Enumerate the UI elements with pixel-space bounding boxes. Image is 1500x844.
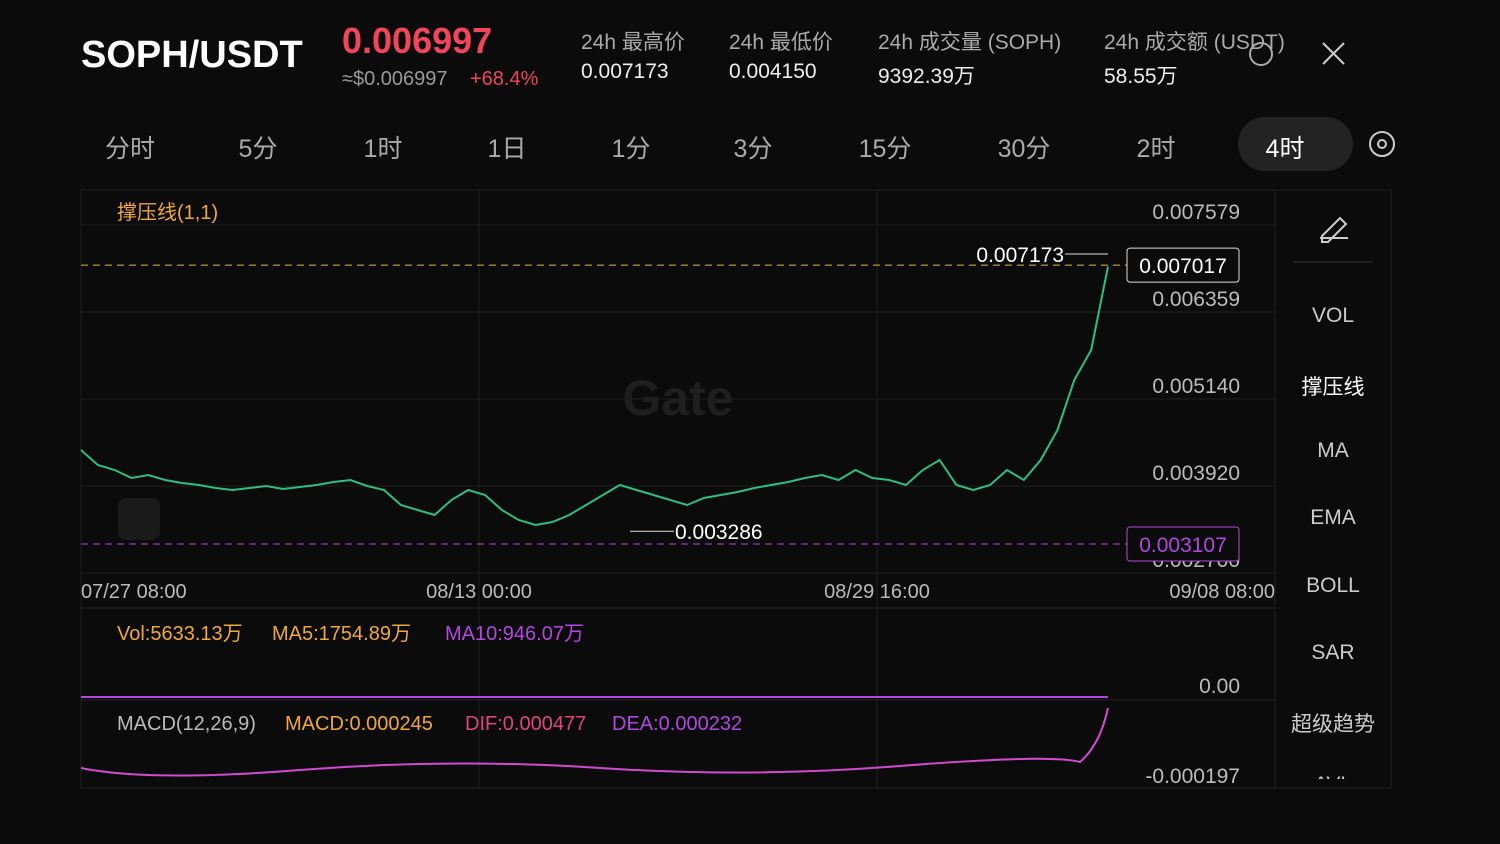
high-label: 0.007173 [976,244,1064,267]
indicator-option[interactable]: BOLL [1306,574,1360,597]
stat-value: 0.007173 [581,60,669,83]
level-label: 0.003107 [1139,534,1227,557]
macd-line [80,707,1109,777]
tab[interactable]: 1日 [487,135,527,163]
indicator-option[interactable]: 撑压线 [1301,376,1365,399]
tool-button[interactable] [118,498,160,540]
macd-legend: MACD:0.000245 [285,713,433,735]
volume-tick: 0.00 [1199,675,1240,698]
close-icon[interactable] [1322,42,1345,65]
tab[interactable]: 30分 [997,135,1051,163]
draw-icon[interactable] [1320,216,1348,243]
y-tick-label: 0.005140 [1152,375,1240,398]
stat-value: 58.55万 [1104,65,1178,88]
tab[interactable]: 15分 [858,135,912,163]
stat-label: 24h 最高价 [581,31,685,54]
tab[interactable]: 1分 [611,135,651,163]
y-tick-label: 0.007579 [1152,201,1240,224]
pair: SOPH/USDT [81,34,303,76]
stat-label: 24h 成交量 (SOPH) [878,31,1062,54]
volume-legend: MA10:946.07万 [445,623,584,645]
stat-label: 24h 成交额 (USDT) [1104,31,1285,54]
y-tick-label: 0.006359 [1152,288,1240,311]
stat-value: 0.004150 [729,60,817,83]
indicator-option[interactable]: SAR [1311,641,1355,664]
tab[interactable]: 5分 [238,135,278,163]
macd-legend: DEA:0.000232 [612,713,742,735]
tab[interactable]: 4时 [1265,135,1305,163]
tab[interactable]: 3分 [733,135,773,163]
indicator-option[interactable]: EMA [1310,506,1356,529]
indicator-label: 撑压线(1,1) [117,201,218,224]
watermark: Gate [622,370,733,426]
change: +68.4% [470,68,539,90]
tab[interactable]: 1时 [363,135,403,163]
x-tick-label: 07/27 08:00 [81,581,187,603]
x-tick-label: 09/08 08:00 [1169,581,1275,603]
settings-icon [1377,139,1387,149]
macd-legend: MACD(12,26,9) [117,713,256,735]
tab[interactable]: 分时 [104,135,155,163]
x-tick-label: 08/29 16:00 [824,581,930,603]
macd-tick: -0.000197 [1145,765,1240,788]
y-tick-label: 0.003920 [1152,462,1240,485]
low-label: 0.003286 [675,521,763,544]
indicator-option[interactable]: VOL [1311,304,1355,327]
indicator-option[interactable]: MA [1317,439,1349,462]
stat-value: 9392.39万 [878,65,975,88]
indicator-option[interactable]: 超级趋势 [1291,713,1375,736]
level-tag [1126,526,1240,562]
tab-highlight [1238,117,1353,171]
refresh-icon[interactable] [1249,42,1273,66]
volume-legend: Vol:5633.13万 [117,623,243,645]
usd-price: ≈$0.006997 [342,68,448,90]
volume-legend: MA5:1754.89万 [272,623,411,645]
macd-legend: DIF:0.000477 [465,713,586,735]
stat-label: 24h 最低价 [729,31,833,54]
level-label: 0.007017 [1139,255,1227,278]
price: 0.006997 [342,20,493,61]
x-tick-label: 08/13 00:00 [426,581,532,603]
price-line [80,266,1109,527]
indicator-option[interactable]: AVL [1277,773,1389,779]
level-tag [1126,247,1240,283]
settings-icon[interactable] [1369,131,1395,157]
tab[interactable]: 2时 [1136,135,1176,163]
